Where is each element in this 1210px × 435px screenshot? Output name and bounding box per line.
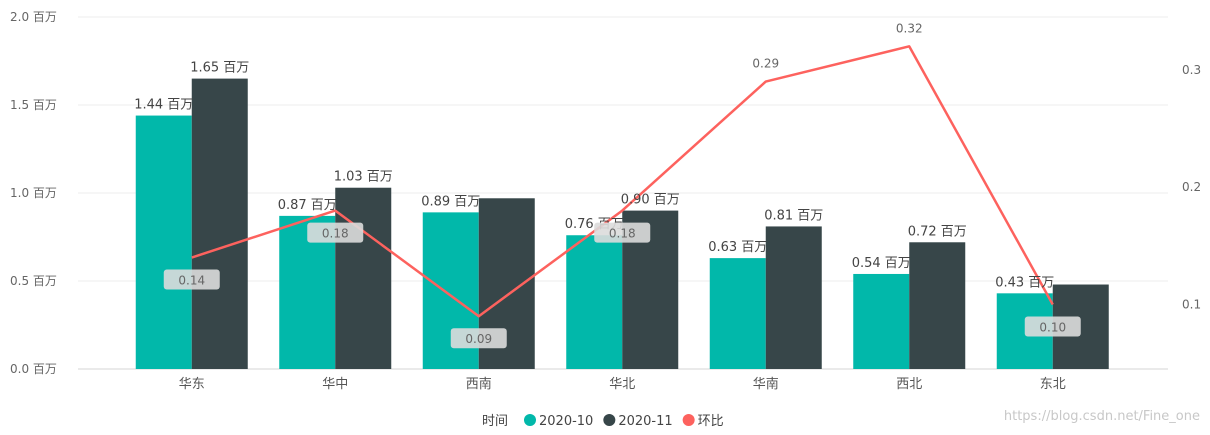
bar-2020-11-西北 <box>909 242 966 369</box>
left-tick-label: 1.0 百万 <box>10 186 57 200</box>
legend-title: 时间 <box>482 414 508 429</box>
left-tick-label: 0.5 百万 <box>10 274 57 288</box>
line-data-label: 0.10 <box>1039 320 1066 334</box>
category-label: 东北 <box>1040 377 1066 392</box>
line-data-label: 0.29 <box>752 57 779 71</box>
bar-data-label: 0.72 百万 <box>908 224 967 239</box>
line-data-labels: 0.14 0.18 0.09 0.18 0.29 0.32 0.10 <box>163 21 1081 349</box>
left-tick-label: 1.5 百万 <box>10 98 57 112</box>
bar-data-label: 1.03 百万 <box>334 170 393 185</box>
line-label-box <box>594 222 651 243</box>
ratio-line-path <box>191 45 1054 318</box>
ratio-line <box>191 45 1054 318</box>
legend-item: 2020-11 <box>618 414 672 429</box>
bar-data-label: 0.87 百万 <box>278 198 337 213</box>
legend-marker <box>603 414 616 426</box>
right-tick-label: 0.3 <box>1182 63 1201 77</box>
line-label-box <box>163 269 220 290</box>
bar-data-label: 1.65 百万 <box>190 61 249 76</box>
bar-data-label: 0.63 百万 <box>708 240 767 255</box>
bar-data-label: 0.43 百万 <box>995 275 1054 290</box>
bar-data-label: 1.44 百万 <box>134 98 193 113</box>
line-data-label: 0.32 <box>896 21 923 35</box>
category-label: 华中 <box>322 377 348 392</box>
line-data-label: 0.18 <box>322 227 349 241</box>
bar-2020-10-华东 <box>135 115 192 369</box>
left-axis-ticks: 0.0 百万 0.5 百万 1.0 百万 1.5 百万 2.0 百万 <box>10 10 57 376</box>
right-tick-label: 0.2 <box>1182 180 1201 194</box>
bar-data-labels: 1.44 百万0.87 百万 0.89 百万0.76 百万0.63 百万0.54 … <box>134 61 1054 291</box>
legend: 时间 2020-10 2020-11 环比 <box>482 414 724 429</box>
category-label: 西北 <box>896 377 922 392</box>
left-tick-label: 0.0 百万 <box>10 362 57 376</box>
bar-data-label: 0.90 百万 <box>621 193 680 208</box>
category-axis: 华东 华中 西南 华北 华南 西北 东北 <box>179 376 1066 392</box>
line-label-box <box>307 222 364 243</box>
line-data-label: 0.09 <box>465 332 492 346</box>
bar-data-label: 0.81 百万 <box>764 208 823 223</box>
bar-2020-10-西北 <box>853 273 910 369</box>
category-label: 华南 <box>753 376 779 392</box>
category-label: 华东 <box>179 377 205 392</box>
bars <box>135 78 1109 369</box>
bar-2020-10-华南 <box>709 258 766 369</box>
line-label-box <box>1024 316 1081 337</box>
right-axis-ticks: 0.1 0.2 0.3 <box>1182 63 1201 312</box>
legend-item: 环比 <box>698 414 724 429</box>
watermark: https://blog.csdn.net/Fine_one <box>1004 409 1200 424</box>
legend-item: 2020-10 <box>539 414 593 429</box>
line-data-label: 0.18 <box>609 227 636 241</box>
left-tick-label: 2.0 百万 <box>10 10 57 24</box>
line-label-box <box>450 328 507 349</box>
bar-2020-11-华东 <box>191 78 248 369</box>
legend-marker <box>524 414 536 426</box>
right-tick-label: 0.1 <box>1182 297 1201 311</box>
bar-2020-11-华南 <box>765 226 822 369</box>
bar-data-label: 0.89 百万 <box>421 194 480 209</box>
category-label: 华北 <box>609 377 635 392</box>
bar-2020-10-华北 <box>566 235 623 369</box>
legend-marker <box>682 414 695 426</box>
line-data-label: 0.14 <box>178 274 205 288</box>
bar-2020-11-华中 <box>335 187 392 369</box>
bar-data-label: 0.54 百万 <box>852 256 911 271</box>
gridlines <box>78 16 1168 370</box>
category-label: 西南 <box>466 376 492 392</box>
